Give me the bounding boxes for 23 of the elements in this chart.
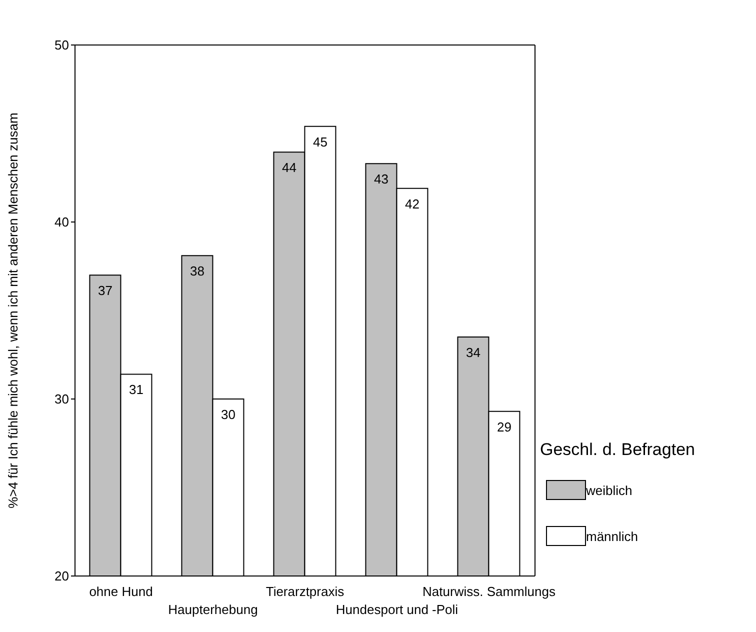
y-tick-label: 40	[54, 214, 69, 230]
legend-label: männlich	[586, 528, 638, 544]
x-tick-label: Hundesport und -Poli	[336, 602, 458, 617]
x-tick-label: Tierarztpraxis	[266, 584, 345, 599]
y-tick-label: 20	[54, 568, 69, 584]
y-axis-title: %>4 für Ich fühle mich wohl, wenn ich mit anderen Menschen zusam	[6, 112, 21, 508]
y-tick-label: 50	[54, 38, 69, 53]
x-tick-label: ohne Hund	[89, 584, 153, 599]
x-tick-label: Naturwiss. Sammlungs	[422, 584, 556, 599]
data-label: 45	[312, 134, 328, 150]
data-label: 37	[98, 283, 112, 298]
data-label: 44	[282, 160, 296, 176]
legend-title: Geschl. d. Befragten	[540, 440, 696, 460]
data-label: 42	[404, 196, 420, 212]
legend-label: weiblich	[586, 482, 632, 498]
data-label: 31	[128, 382, 144, 398]
data-label: 34	[466, 345, 480, 360]
y-tick-label: 30	[54, 392, 69, 407]
data-label: 30	[220, 407, 236, 422]
data-label: 29	[496, 419, 512, 434]
data-label: 43	[374, 172, 388, 187]
data-label: 38	[190, 264, 204, 279]
x-tick-label: Haupterhebung	[168, 602, 258, 617]
